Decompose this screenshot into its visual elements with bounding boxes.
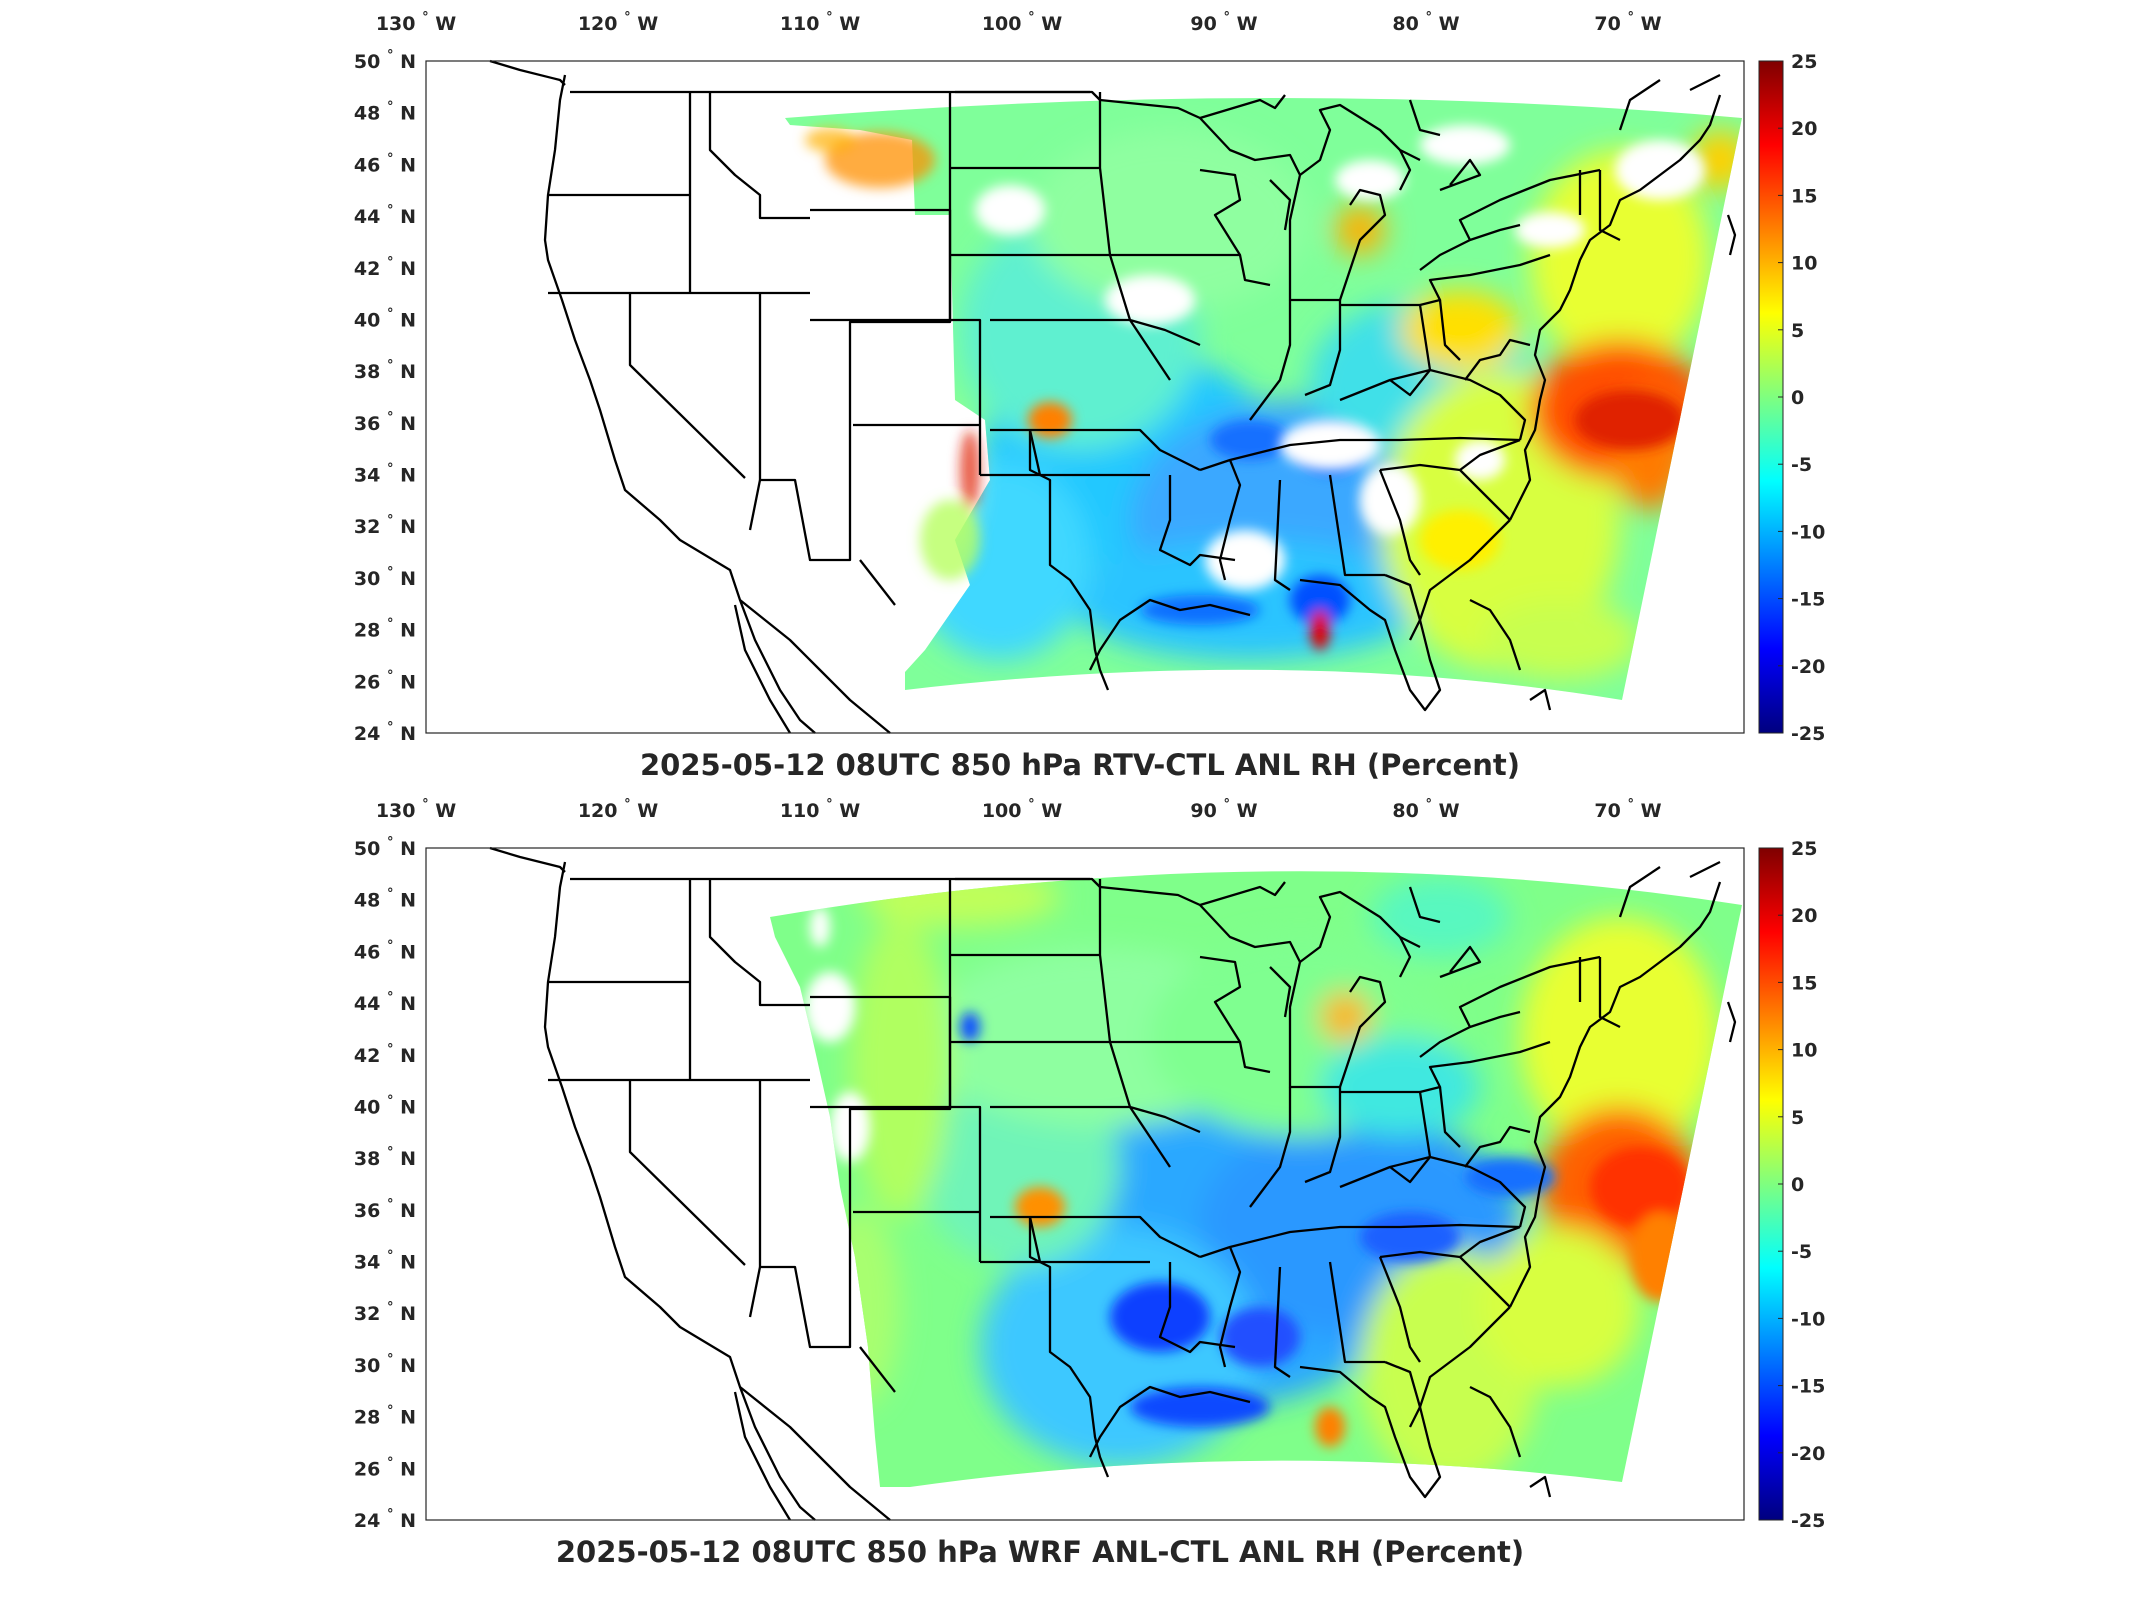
lat-tick-label: 40 ° N (354, 1093, 416, 1118)
lon-tick-label: 80 ° W (1392, 797, 1459, 822)
colorbar-tick-label: -10 (1791, 521, 1825, 543)
colorbar-tick-label: 15 (1791, 185, 1817, 207)
lon-tick-label: 130 ° W (376, 797, 456, 822)
panel-title: 2025-05-12 08UTC 850 hPa WRF ANL-CTL ANL… (556, 1535, 1524, 1569)
colorbar-tick-label: 20 (1791, 905, 1817, 927)
colorbar-tick-label: 5 (1791, 1107, 1804, 1129)
lat-tick-label: 30 ° N (354, 565, 416, 590)
colorbar-tick-label: -10 (1791, 1308, 1825, 1330)
map-boundaries (489, 846, 1737, 1521)
lat-tick-label: 34 ° N (354, 462, 416, 487)
lat-tick-label: 36 ° N (354, 410, 416, 435)
lat-tick-label: 26 ° N (354, 668, 416, 693)
colorbar: 25 20 15 10 5 0 -5 -10 -15 -20 -25 (1758, 51, 1825, 745)
colorbar-tick-label: 20 (1791, 118, 1817, 140)
map-plot-area (425, 59, 1745, 734)
lon-tick-label: 110 ° W (780, 797, 860, 822)
colorbar-tick-label: 25 (1791, 51, 1817, 73)
lon-tick-label: 70 ° W (1594, 797, 1661, 822)
lat-tick-label: 38 ° N (354, 358, 416, 383)
lon-tick-label: 120 ° W (578, 797, 658, 822)
colorbar-tick-label: -5 (1791, 1241, 1812, 1263)
lon-tick-label: 80 ° W (1392, 10, 1459, 35)
lat-tick-label: 46 ° N (354, 938, 416, 963)
map-plot-area (425, 846, 1745, 1521)
lat-tick-label: 24 ° N (354, 1507, 416, 1532)
lon-tick-label: 90 ° W (1190, 797, 1257, 822)
lat-tick-label: 40 ° N (354, 306, 416, 331)
lat-tick-label: 38 ° N (354, 1145, 416, 1170)
panel-title: 2025-05-12 08UTC 850 hPa RTV-CTL ANL RH … (640, 748, 1520, 782)
colorbar-tick-label: 0 (1791, 387, 1804, 409)
lon-tick-label: 120 ° W (578, 10, 658, 35)
lon-tick-labels: 130 ° W 120 ° W 110 ° W 100 ° W 90 ° W 80 ° W… (376, 797, 1662, 822)
colorbar-tick-label: -5 (1791, 454, 1812, 476)
lat-tick-label: 36 ° N (354, 1197, 416, 1222)
rh-difference-field (770, 871, 1742, 1487)
lat-tick-label: 48 ° N (354, 100, 416, 125)
lat-tick-label: 32 ° N (354, 1300, 416, 1325)
colorbar-tick-label: 0 (1791, 1174, 1804, 1196)
colorbar: 25 20 15 10 5 0 -5 -10 -15 -20 -25 (1758, 838, 1825, 1532)
lat-tick-label: 50 ° N (354, 835, 416, 860)
lat-tick-label: 50 ° N (354, 48, 416, 73)
lat-tick-label: 32 ° N (354, 513, 416, 538)
lat-tick-label: 42 ° N (354, 255, 416, 280)
colorbar-tick-label: 5 (1791, 320, 1804, 342)
colorbar-tick-label: 10 (1791, 1040, 1817, 1062)
lat-tick-label: 28 ° N (354, 617, 416, 642)
lat-tick-label: 44 ° N (354, 203, 416, 228)
colorbar-tick-label: -15 (1791, 589, 1825, 611)
lat-tick-label: 48 ° N (354, 887, 416, 912)
bottom-map-panel: 130 ° W 120 ° W 110 ° W 100 ° W 90 ° W 80 ° W… (354, 797, 1825, 1569)
lon-tick-label: 70 ° W (1594, 10, 1661, 35)
lon-tick-label: 110 ° W (780, 10, 860, 35)
lon-tick-label: 90 ° W (1190, 10, 1257, 35)
lat-tick-label: 28 ° N (354, 1404, 416, 1429)
lat-tick-label: 30 ° N (354, 1352, 416, 1377)
lon-tick-label: 100 ° W (982, 10, 1062, 35)
colorbar-tick-label: -15 (1791, 1376, 1825, 1398)
lon-tick-labels: 130 ° W 120 ° W 110 ° W 100 ° W 90 ° W 80 ° W… (376, 10, 1662, 35)
lat-tick-labels: 24 ° N 26 ° N 28 ° N 30 ° N 32 ° N 34 ° N 36 °… (354, 835, 416, 1532)
top-map-panel: 130 ° W 120 ° W 110 ° W 100 ° W 90 ° W 80 ° W… (354, 10, 1825, 782)
rh-difference-field (785, 98, 1742, 700)
colorbar-tick-label: 10 (1791, 253, 1817, 275)
colorbar-tick-label: -20 (1791, 656, 1825, 678)
lat-tick-label: 44 ° N (354, 990, 416, 1015)
map-boundaries (489, 59, 1737, 734)
lat-tick-label: 26 ° N (354, 1455, 416, 1480)
colorbar-tick-label: 15 (1791, 972, 1817, 994)
lat-tick-label: 42 ° N (354, 1042, 416, 1067)
lon-tick-label: 130 ° W (376, 10, 456, 35)
lat-tick-label: 46 ° N (354, 151, 416, 176)
lon-tick-label: 100 ° W (982, 797, 1062, 822)
lat-tick-label: 24 ° N (354, 720, 416, 745)
lat-tick-labels: 24 ° N 26 ° N 28 ° N 30 ° N 32 ° N 34 ° N 36 °… (354, 48, 416, 745)
lat-tick-label: 34 ° N (354, 1249, 416, 1274)
colorbar-tick-label: 25 (1791, 838, 1817, 860)
colorbar-tick-label: -25 (1791, 723, 1825, 745)
colorbar-tick-label: -25 (1791, 1510, 1825, 1532)
colorbar-tick-label: -20 (1791, 1443, 1825, 1465)
western-edge-speckles (805, 128, 980, 580)
